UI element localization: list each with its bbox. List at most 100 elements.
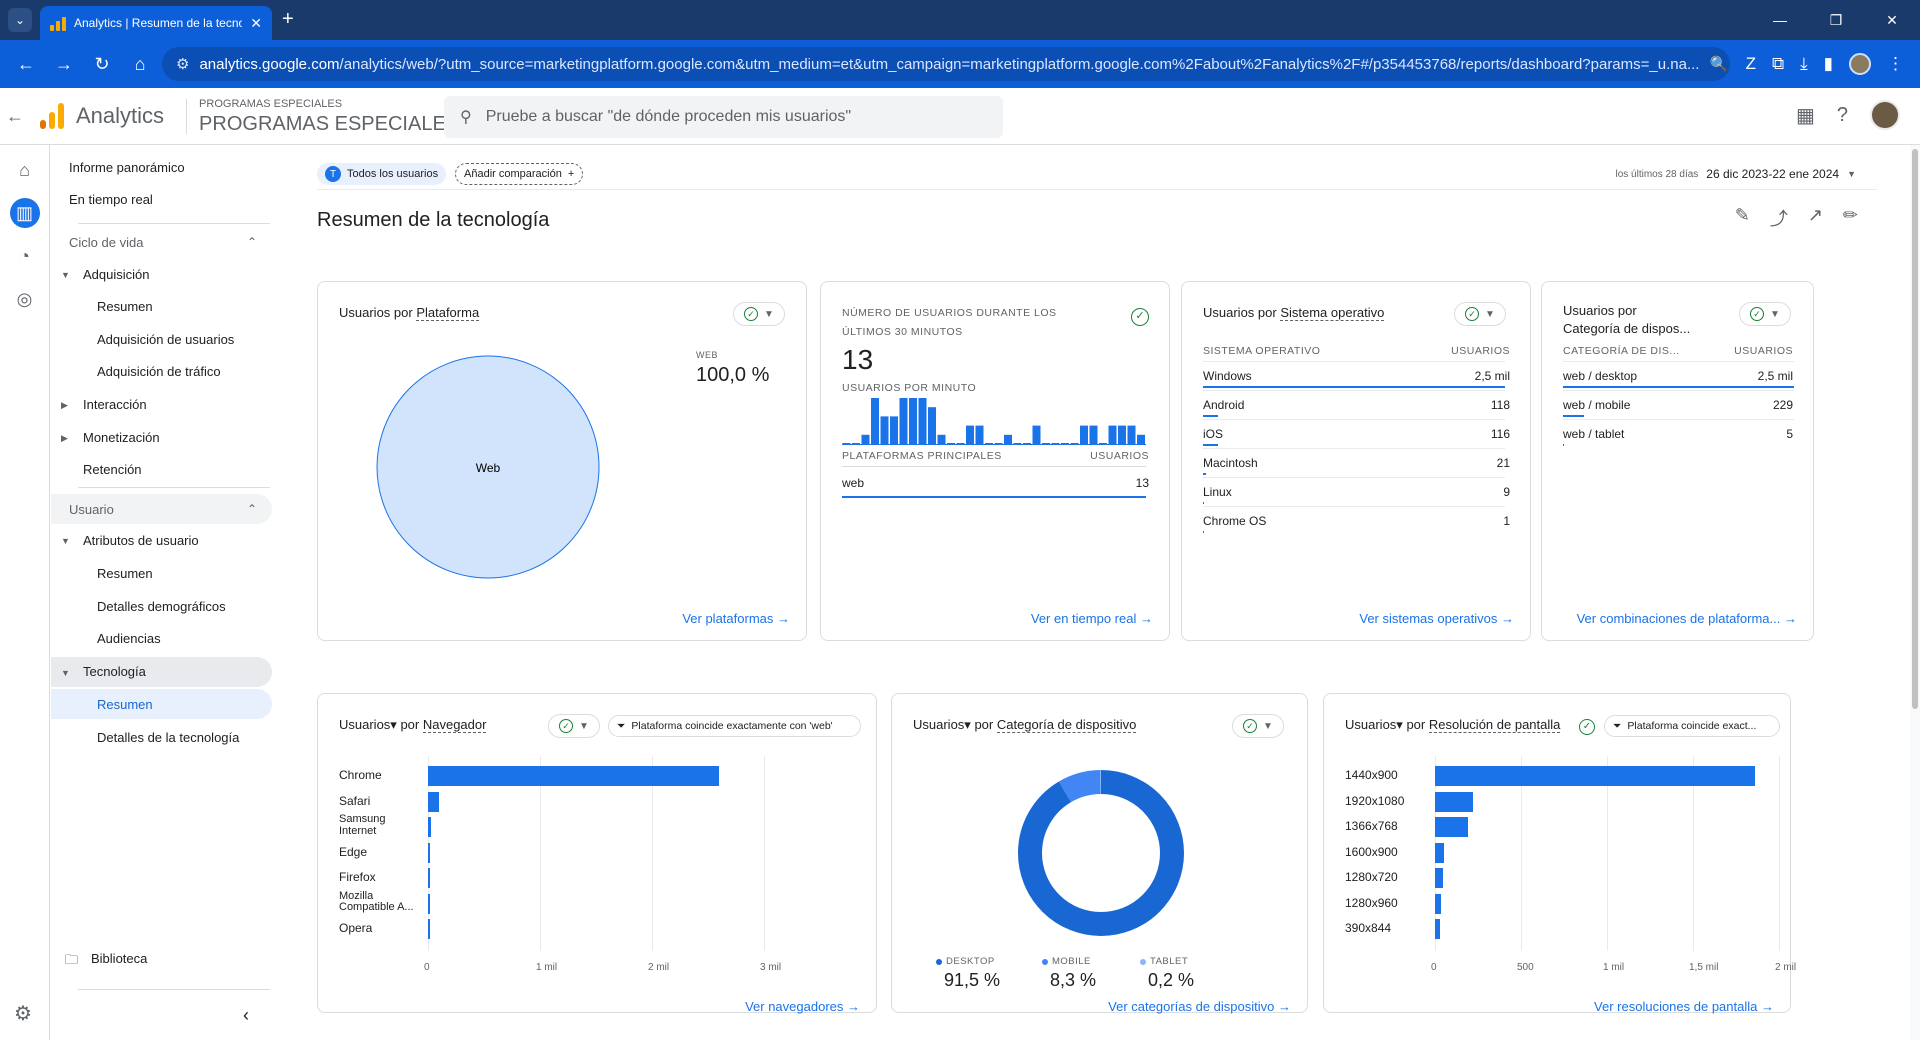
browser-bar[interactable] [428, 868, 430, 888]
resolution-bar[interactable] [1435, 817, 1468, 837]
per-minute-bar[interactable] [918, 398, 927, 444]
per-minute-bar[interactable] [1032, 425, 1041, 444]
compare-toggle[interactable]: ✓ ▼ [1454, 302, 1506, 326]
gear-icon[interactable]: ⚙ [14, 1003, 32, 1025]
restore-icon[interactable]: ❐ [1829, 12, 1843, 28]
date-range-picker[interactable]: los últimos 28 días 26 dic 2023-22 ene 20… [1615, 167, 1856, 181]
browser-bar[interactable] [428, 791, 440, 812]
per-minute-bar[interactable] [1089, 425, 1098, 444]
per-minute-bar[interactable] [947, 443, 955, 444]
page-scrollbar[interactable] [1910, 145, 1920, 1040]
address-bar[interactable]: ⚙ analytics.google.com/analytics/web/?ut… [162, 47, 1730, 81]
browser-bar[interactable] [428, 817, 431, 837]
dimension-label[interactable]: Categoría de dispositivo [996, 717, 1137, 733]
per-minute-bar[interactable] [985, 443, 993, 444]
dimension-label[interactable]: Resolución de pantalla [1428, 717, 1561, 733]
collapse-icon[interactable]: ‹ [243, 1005, 249, 1025]
sidebar-item-informe[interactable]: Informe panorámico [69, 160, 185, 175]
browser-bar[interactable] [428, 893, 430, 914]
segment-chip[interactable]: T Todos los usuarios [317, 163, 447, 185]
browser-bar[interactable] [428, 766, 720, 786]
caret-down-icon[interactable]: ▼ [61, 536, 70, 546]
metric-label[interactable]: Usuarios [339, 717, 391, 732]
menu-kebab-icon[interactable]: ⋮ [1887, 54, 1904, 73]
sidebar-item-resumen-adq[interactable]: Resumen [97, 299, 153, 314]
resolution-bar[interactable] [1435, 919, 1441, 939]
extensions-puzzle-icon[interactable]: ⧉ [1771, 54, 1785, 73]
apps-grid-icon[interactable]: ▦ [1795, 104, 1815, 127]
metric-label[interactable]: Usuarios [1345, 717, 1397, 732]
download-icon[interactable]: ⤓ [1800, 54, 1808, 73]
minimize-icon[interactable]: — [1773, 12, 1787, 28]
sidebar-item-adq-usuarios[interactable]: Adquisición de usuarios [97, 332, 235, 347]
side-panel-icon[interactable]: ▮ [1823, 54, 1833, 73]
close-icon[interactable]: ✕ [250, 14, 262, 31]
per-minute-bar[interactable] [1070, 443, 1079, 444]
metric-label[interactable]: Usuarios [913, 717, 965, 732]
per-minute-bar[interactable] [1118, 425, 1126, 444]
check-icon[interactable]: ✓ [1131, 308, 1149, 326]
home-icon[interactable]: ⌂ [134, 54, 146, 74]
sidebar-item-interaccion[interactable]: Interacción [83, 397, 147, 412]
metric-label[interactable]: Usuarios [1203, 305, 1255, 320]
reload-icon[interactable]: ↻ [94, 54, 110, 74]
sidebar-section-usuario[interactable]: Usuario [69, 502, 114, 517]
sidebar-item-audiencias[interactable]: Audiencias [97, 631, 161, 646]
sidebar-item-retencion[interactable]: Retención [83, 462, 142, 477]
sidebar-item-detalles-tec[interactable]: Detalles de la tecnología [97, 730, 240, 745]
metric-label[interactable]: Usuarios [1563, 303, 1615, 318]
sidebar-item-biblioteca[interactable]: Biblioteca [91, 951, 148, 966]
caret-down-icon[interactable]: ▼ [61, 668, 70, 678]
per-minute-bar[interactable] [1004, 434, 1012, 444]
view-combos-link[interactable]: Ver combinaciones de plataforma... → [1576, 611, 1797, 626]
view-resolutions-link[interactable]: Ver resoluciones de pantalla → [1594, 999, 1774, 1014]
compare-toggle[interactable]: ✓ ▼ [548, 714, 600, 738]
customize-report-icon[interactable]: ✎ [1734, 205, 1750, 225]
sidebar-section-ciclo[interactable]: Ciclo de vida [69, 235, 144, 250]
per-minute-bar[interactable] [1108, 425, 1117, 444]
explore-icon[interactable]: ◔ [19, 245, 30, 266]
scrollbar-thumb[interactable] [1912, 149, 1918, 709]
donut-slice-desktop[interactable] [1018, 770, 1184, 936]
sidebar-item-monetizacion[interactable]: Monetización [83, 430, 160, 445]
resolution-bar[interactable] [1435, 766, 1755, 786]
caret-down-icon[interactable]: ▼ [61, 270, 70, 280]
per-minute-bar[interactable] [880, 416, 889, 444]
view-platforms-link[interactable]: Ver plataformas → [682, 611, 790, 626]
view-os-link[interactable]: Ver sistemas operativos → [1359, 611, 1514, 626]
per-minute-bar[interactable] [966, 425, 974, 444]
window-close-icon[interactable]: ✕ [1886, 12, 1898, 28]
chevron-up-icon[interactable]: ⌃ [247, 502, 258, 516]
profile-avatar[interactable] [1849, 53, 1871, 75]
tab-search-button[interactable]: ⌄ [8, 8, 32, 32]
property-selector[interactable]: PROGRAMAS ESPECIALES PROGRAMAS ESPECIALE… [186, 98, 459, 134]
per-minute-bar[interactable] [842, 443, 851, 444]
zoom-icon[interactable]: 🔍 [1709, 56, 1729, 73]
per-minute-bar[interactable] [975, 425, 984, 444]
per-minute-bar[interactable] [852, 443, 860, 444]
resolution-bar[interactable] [1435, 893, 1442, 914]
compare-toggle[interactable]: ✓ ▼ [1739, 302, 1791, 326]
per-minute-bar[interactable] [1099, 443, 1107, 444]
view-browsers-link[interactable]: Ver navegadores → [745, 999, 860, 1014]
sidebar-item-demograficos[interactable]: Detalles demográficos [97, 599, 226, 614]
per-minute-bar[interactable] [937, 434, 946, 444]
chevron-up-icon[interactable]: ⌃ [247, 235, 258, 249]
per-minute-bar[interactable] [956, 443, 965, 444]
reports-icon[interactable]: ▥ [9, 198, 40, 228]
sidebar-item-adquisicion[interactable]: Adquisición [83, 267, 150, 282]
per-minute-bar[interactable] [994, 443, 1003, 444]
dimension-label[interactable]: Plataforma [416, 305, 480, 321]
per-minute-bar[interactable] [1127, 425, 1136, 444]
advertising-icon[interactable]: ◎ [16, 288, 33, 309]
view-realtime-link[interactable]: Ver en tiempo real → [1030, 611, 1153, 626]
view-devcat-link[interactable]: Ver categorías de dispositivo → [1108, 999, 1291, 1014]
per-minute-bar[interactable] [1061, 443, 1069, 444]
dimension-label[interactable]: Sistema operativo [1280, 305, 1385, 321]
new-tab-icon[interactable]: + [282, 8, 294, 30]
home-nav-icon[interactable]: ⌂ [19, 159, 30, 180]
add-comparison-button[interactable]: Añadir comparación + [455, 163, 584, 185]
avatar[interactable] [1870, 100, 1900, 130]
per-minute-bar[interactable] [1042, 443, 1050, 444]
per-minute-bar[interactable] [890, 416, 898, 444]
